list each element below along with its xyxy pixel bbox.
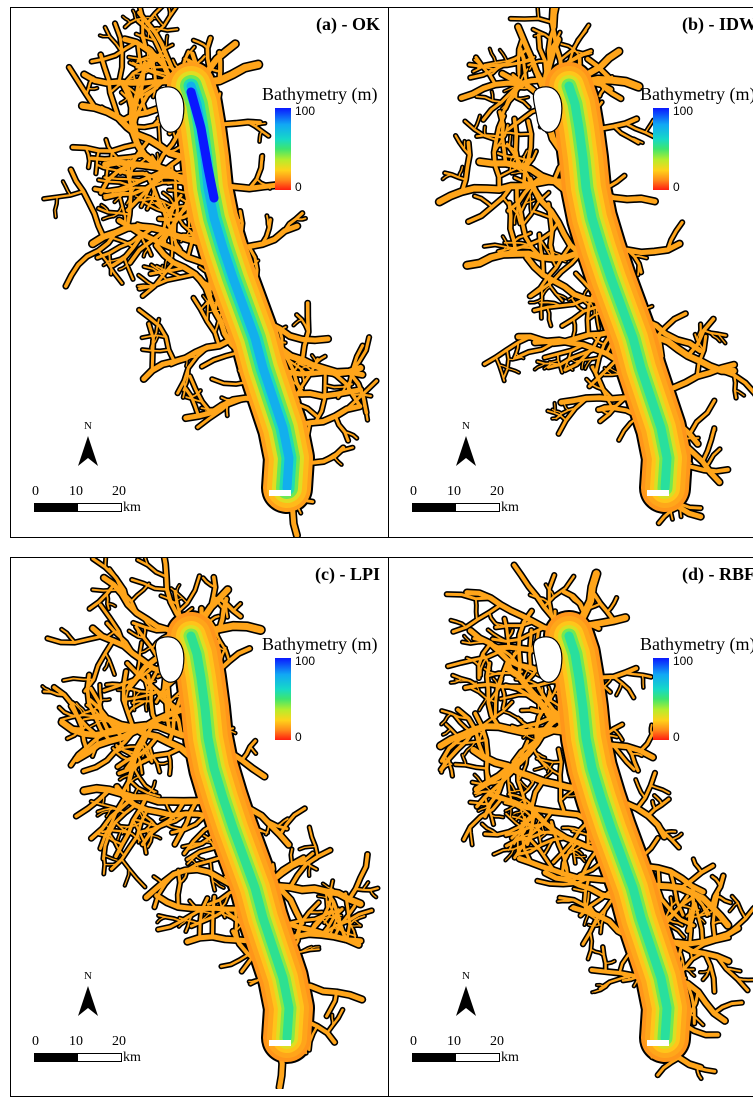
tributary-water — [226, 604, 227, 617]
north-arrow: N — [75, 420, 101, 470]
scale-tick-20: 20 — [490, 1034, 504, 1050]
dam-outlet — [269, 490, 291, 496]
bathymetry-legend: Bathymetry (m) 100 0 — [262, 84, 377, 105]
scale-unit: km — [123, 1050, 141, 1066]
color-ramp — [653, 108, 669, 190]
north-label: N — [75, 420, 101, 432]
scale-bar: 0 10 20 km — [410, 484, 550, 518]
scale-segment-black — [34, 1053, 79, 1062]
tributary-water — [148, 53, 149, 65]
tributary-water — [530, 630, 532, 667]
tributary-water — [332, 1015, 333, 1026]
legend-min-label: 0 — [295, 180, 302, 194]
bathymetry-legend: Bathymetry (m) 100 0 — [640, 84, 753, 105]
legend-min-label: 0 — [673, 180, 680, 194]
tributary-water — [162, 173, 163, 183]
legend-title: Bathymetry (m) — [640, 634, 753, 655]
north-label: N — [453, 970, 479, 982]
dam-outlet — [269, 1040, 291, 1046]
tributary-water — [596, 375, 613, 408]
color-ramp — [275, 108, 291, 190]
scale-tick-10: 10 — [69, 1034, 83, 1050]
panel-title: (d) - RBF — [682, 564, 753, 585]
color-ramp — [653, 658, 669, 740]
panel-title: (c) - LPI — [315, 564, 380, 585]
scale-bar: 0 10 20 km — [32, 1034, 172, 1068]
tributary-water — [88, 88, 97, 89]
tributary-water — [638, 264, 639, 275]
scale-segment-white — [77, 1053, 122, 1062]
map-panel-rbf: (d) - RBF Bathymetry (m) 100 0 N 0 10 20… — [388, 557, 753, 1097]
bathymetry-legend: Bathymetry (m) 100 0 — [640, 634, 753, 655]
tributary-water — [485, 127, 486, 136]
north-arrow: N — [75, 970, 101, 1020]
scale-segment-black — [412, 503, 457, 512]
legend-title: Bathymetry (m) — [640, 84, 753, 105]
north-label: N — [453, 420, 479, 432]
north-arrow: N — [453, 970, 479, 1020]
tributary-water — [651, 725, 652, 735]
map-panel-idw: (b) - IDW Bathymetry (m) 100 0 N 0 10 20… — [388, 7, 753, 538]
scale-tick-0: 0 — [32, 484, 39, 500]
north-label: N — [75, 970, 101, 982]
color-ramp — [275, 658, 291, 740]
scale-tick-10: 10 — [447, 1034, 461, 1050]
scale-tick-10: 10 — [69, 484, 83, 500]
scale-tick-10: 10 — [447, 484, 461, 500]
scale-tick-0: 0 — [32, 1034, 39, 1050]
island — [533, 87, 561, 132]
scale-segment-black — [34, 503, 79, 512]
tributary-water — [104, 846, 105, 874]
tributary-water — [107, 684, 124, 686]
scale-tick-20: 20 — [490, 484, 504, 500]
scale-tick-20: 20 — [112, 1034, 126, 1050]
tributary-water — [296, 218, 305, 219]
tributary-water — [734, 375, 736, 398]
scale-tick-0: 0 — [410, 1034, 417, 1050]
dam-outlet — [647, 490, 669, 496]
scale-segment-white — [77, 503, 122, 512]
tributary-water — [476, 599, 477, 618]
scale-unit: km — [501, 500, 519, 516]
legend-max-label: 100 — [673, 654, 693, 668]
tributary-water — [671, 898, 672, 915]
tributary-water — [138, 286, 154, 287]
tributary-water — [541, 289, 542, 318]
bathymetry-legend: Bathymetry (m) 100 0 — [262, 634, 377, 655]
scale-segment-black — [412, 1053, 457, 1062]
tributary-water — [516, 88, 528, 89]
scale-tick-20: 20 — [112, 484, 126, 500]
north-arrow: N — [453, 420, 479, 470]
tributary-water — [690, 401, 715, 435]
scale-unit: km — [123, 500, 141, 516]
map-panel-lpi: (c) - LPI Bathymetry (m) 100 0 N 0 10 20… — [10, 557, 389, 1097]
legend-max-label: 100 — [295, 104, 315, 118]
tributary-water — [335, 416, 348, 440]
scale-bar: 0 10 20 km — [32, 484, 172, 518]
scale-tick-0: 0 — [410, 484, 417, 500]
scale-unit: km — [501, 1050, 519, 1066]
panel-title: (b) - IDW — [682, 14, 753, 35]
legend-min-label: 0 — [673, 730, 680, 744]
map-panel-ok: (a) - OK Bathymetry (m) 100 0 N 0 10 20 … — [10, 7, 389, 538]
tributary-water — [163, 720, 178, 721]
scale-bar: 0 10 20 km — [410, 1034, 550, 1068]
scale-segment-white — [455, 503, 500, 512]
legend-min-label: 0 — [295, 730, 302, 744]
panel-title: (a) - OK — [316, 14, 380, 35]
tributary-water — [555, 403, 556, 413]
tributary-water — [737, 979, 753, 980]
legend-title: Bathymetry (m) — [262, 84, 377, 105]
legend-max-label: 100 — [295, 654, 315, 668]
legend-title: Bathymetry (m) — [262, 634, 377, 655]
dam-outlet — [647, 1040, 669, 1046]
tributary-water — [131, 584, 149, 601]
legend-max-label: 100 — [673, 104, 693, 118]
scale-segment-white — [455, 1053, 500, 1062]
